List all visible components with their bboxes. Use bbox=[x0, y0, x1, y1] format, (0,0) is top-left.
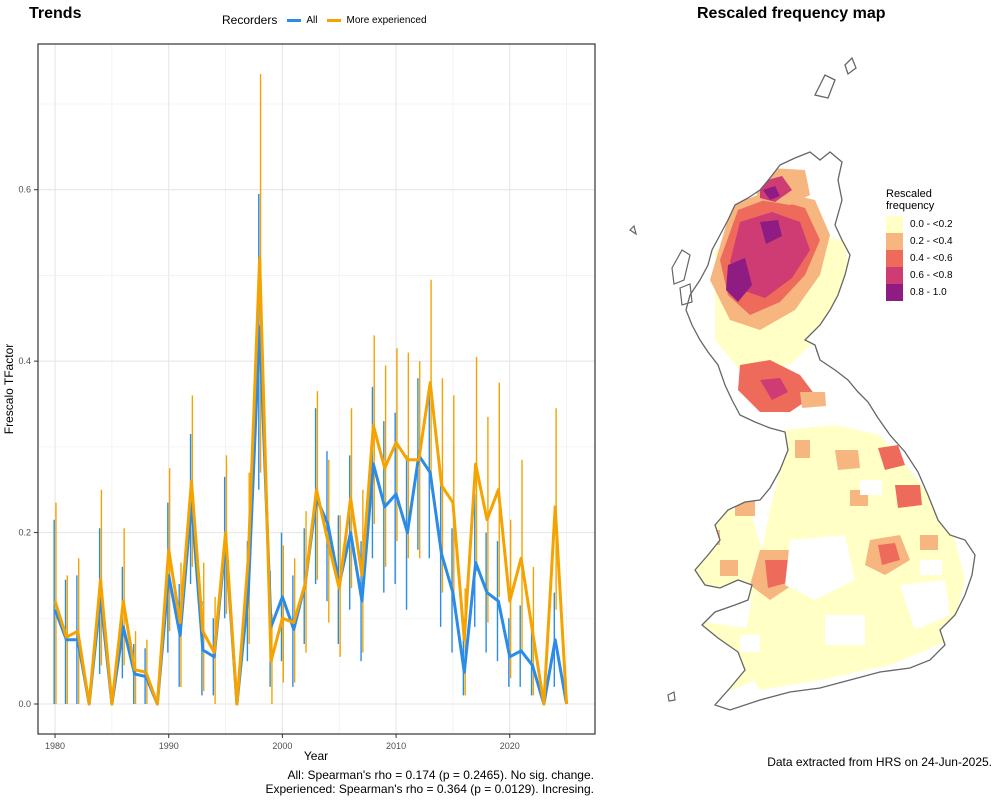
legend-item-experienced: More experienced bbox=[327, 14, 427, 26]
map-legend-label: 0.6 - <0.8 bbox=[910, 270, 953, 281]
legend-title: Recorders bbox=[222, 13, 278, 27]
map-legend-title: Rescaled frequency bbox=[886, 188, 935, 212]
stats-all: All: Spearman's rho = 0.174 (p = 0.2465)… bbox=[287, 768, 594, 782]
x-tick-label: 2010 bbox=[386, 741, 406, 751]
stats-experienced: Experienced: Spearman's rho = 0.364 (p =… bbox=[265, 782, 595, 796]
y-tick-label: 0.0 bbox=[18, 699, 31, 709]
legend-key-experienced bbox=[327, 18, 342, 22]
trends-title: Trends bbox=[29, 5, 82, 22]
legend-key-all bbox=[287, 18, 302, 22]
coastline bbox=[685, 151, 976, 711]
plot-border bbox=[37, 43, 596, 735]
map-legend-swatch bbox=[886, 233, 903, 250]
map-legend-swatch bbox=[886, 216, 903, 233]
map-legend-label: 0.8 - 1.0 bbox=[910, 287, 947, 298]
y-tick-label: 0.6 bbox=[18, 185, 31, 195]
northern-isles bbox=[814, 56, 857, 99]
map-legend-item: 0.2 - <0.4 bbox=[886, 233, 953, 250]
series-lines bbox=[53, 256, 569, 706]
x-tick-label: 1980 bbox=[45, 741, 65, 751]
y-tick-label: 0.4 bbox=[18, 356, 31, 366]
map-legend-label: 0.2 - <0.4 bbox=[910, 236, 953, 247]
legend-label-experienced: More experienced bbox=[346, 14, 427, 26]
map-legend-swatch bbox=[886, 250, 903, 267]
map-legend: Rescaled frequency 0.0 - <0.2 0.2 - <0.4 0… bbox=[886, 188, 953, 301]
axes: 1980 1990 2000 2010 2020 0.0 0.2 0.4 0.6 bbox=[18, 185, 519, 751]
map-legend-item: 0.6 - <0.8 bbox=[886, 267, 953, 284]
series-line-experienced bbox=[53, 256, 569, 706]
trends-legend: Recorders All More experienced bbox=[222, 13, 427, 27]
trends-chart: 1980 1990 2000 2010 2020 0.0 0.2 0.4 0.6 Year Fr… bbox=[2, 43, 596, 763]
y-axis-label: Frescalo TFactor bbox=[2, 344, 16, 434]
map-legend-swatch bbox=[886, 284, 903, 301]
map-legend-item: 0.8 - 1.0 bbox=[886, 284, 953, 301]
x-tick-label: 2000 bbox=[272, 741, 292, 751]
error-bars bbox=[53, 74, 557, 704]
map-legend-label: 0.4 - <0.6 bbox=[910, 253, 953, 264]
map-title: Rescaled frequency map bbox=[697, 5, 886, 22]
y-tick-label: 0.2 bbox=[18, 528, 31, 538]
map-legend-item: 0.0 - <0.2 bbox=[886, 216, 953, 233]
x-tick-label: 2020 bbox=[500, 741, 520, 751]
x-axis-label: Year bbox=[304, 749, 328, 763]
map-footnote: Data extracted from HRS on 24-Jun-2025. bbox=[767, 755, 992, 769]
map-legend-label: 0.0 - <0.2 bbox=[910, 219, 953, 230]
map-legend-item: 0.4 - <0.6 bbox=[886, 250, 953, 267]
legend-label-all: All bbox=[306, 14, 318, 26]
map-legend-swatch bbox=[886, 267, 903, 284]
x-tick-label: 1990 bbox=[159, 741, 179, 751]
frequency-map bbox=[629, 56, 976, 711]
legend-item-all: All bbox=[287, 15, 317, 26]
western-isles bbox=[629, 224, 693, 702]
trend-statistics: All: Spearman's rho = 0.174 (p = 0.2465)… bbox=[266, 768, 595, 796]
